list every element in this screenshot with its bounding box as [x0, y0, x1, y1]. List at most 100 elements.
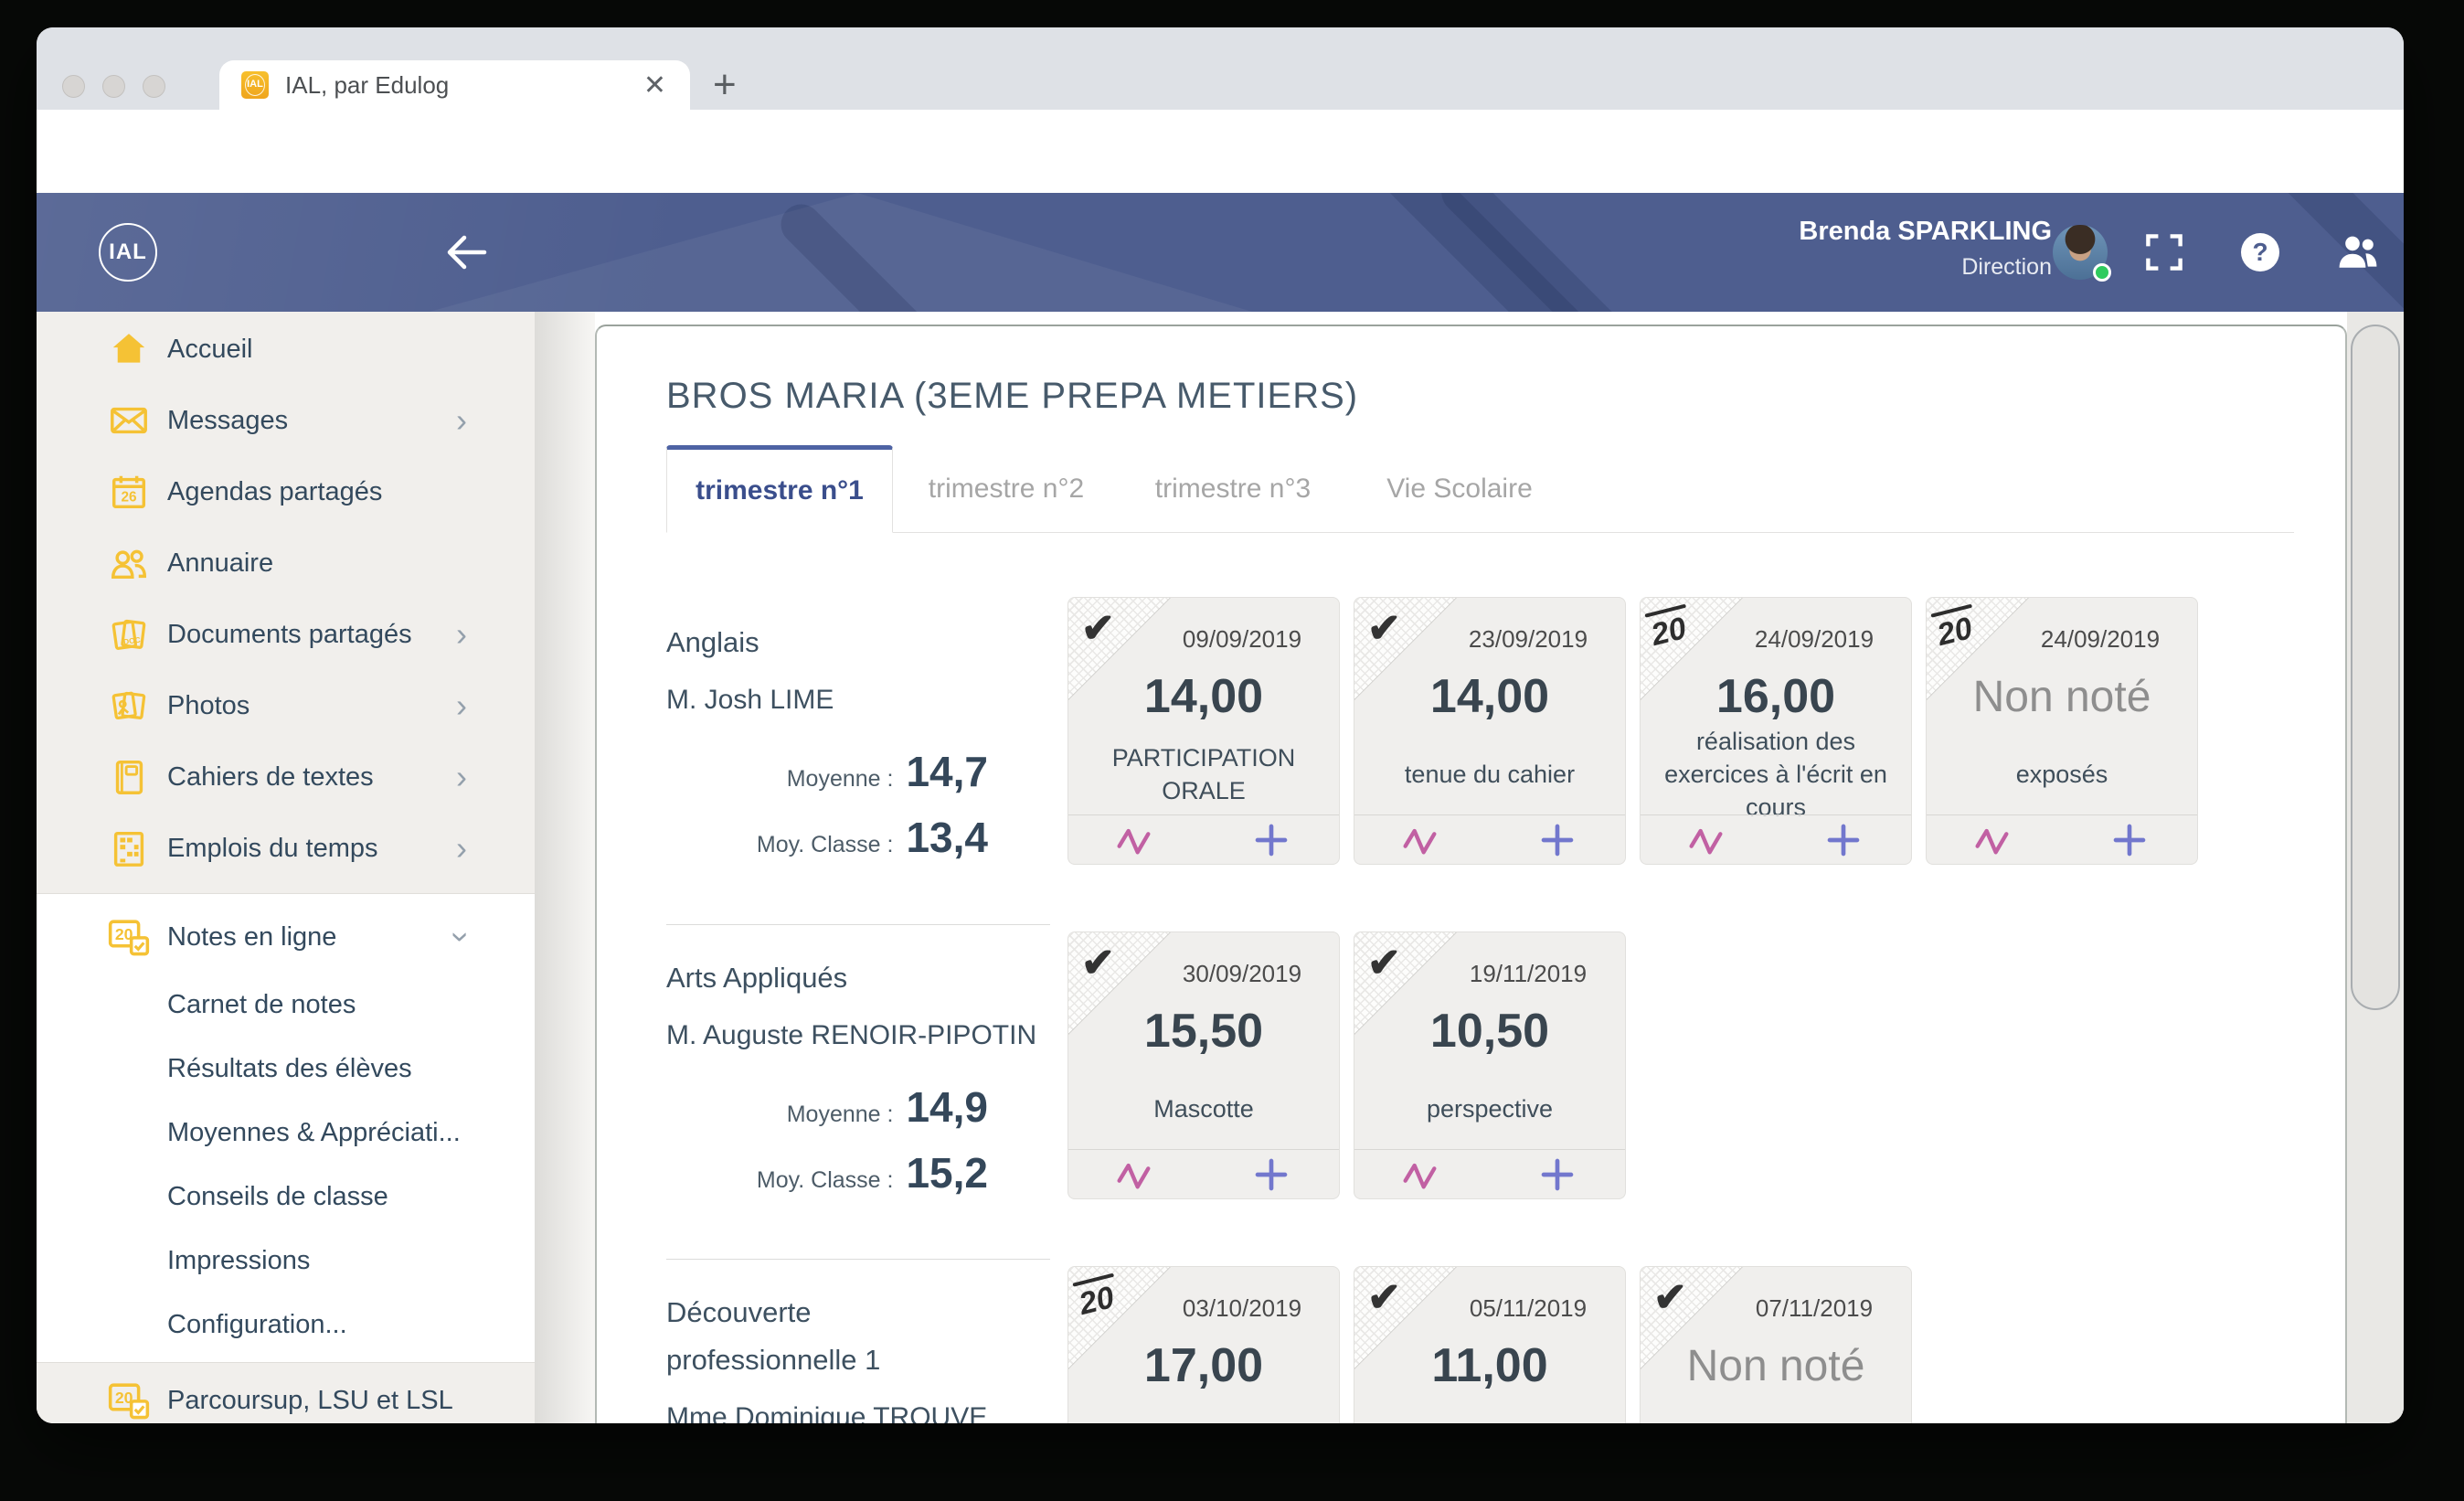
moyenne-label: Moyenne : — [786, 1102, 894, 1127]
subject-sections: Anglais M. Josh LIME Moyenne : 14,7 Moy.… — [666, 590, 2345, 1423]
grade-card: ✔ 09/09/2019 14,00 PARTICIPATION ORALE — [1067, 597, 1340, 865]
sidebar-item-label: Configuration... — [167, 1309, 347, 1339]
sidebar-item-label: Résultats des élèves — [167, 1053, 412, 1083]
sidebar-item-accueil[interactable]: Accueil — [37, 314, 535, 385]
user-role: Direction — [1961, 254, 2052, 280]
help-icon[interactable]: ? — [2241, 233, 2279, 271]
page-title: BROS MARIA (3EME PREPA METIERS) — [666, 376, 1359, 416]
chevron-right-icon: › — [456, 687, 467, 724]
tab-close-icon[interactable]: ✕ — [643, 69, 666, 101]
sidebar-item-agendas-partages[interactable]: 26 Agendas partagés — [37, 456, 535, 527]
sidebar-item-emplois-du-temps[interactable]: Emplois du temps › — [37, 813, 535, 884]
graded-check-icon: ✔ — [1081, 606, 1115, 651]
grade-value: 16,00 — [1715, 670, 1836, 723]
sidebar-item-messages[interactable]: Messages › — [37, 385, 535, 456]
add-grade-icon[interactable] — [1539, 1156, 1576, 1193]
back-navigation-icon[interactable] — [442, 232, 490, 272]
sidebar-item-parcoursup-lsu-et-lsl[interactable]: 20 Parcoursup, LSU et LSL — [37, 1365, 535, 1423]
out-of-20-icon: 20 — [1075, 1280, 1118, 1323]
sidebar-item-moyennes-appreciati[interactable]: Moyennes & Appréciati... — [37, 1101, 535, 1165]
grade-evolution-icon[interactable] — [1401, 1156, 1443, 1193]
fullscreen-icon[interactable] — [2144, 232, 2184, 272]
grade-card: ✔ 23/09/2019 14,00 tenue du cahier — [1354, 597, 1626, 865]
sidebar-item-label: Moyennes & Appréciati... — [167, 1117, 461, 1147]
subject-teacher: Mme Dominique TROUVE — [666, 1402, 988, 1423]
chevron-right-icon: › — [456, 829, 467, 867]
sidebar-item-resultats-des-eleves[interactable]: Résultats des élèves — [37, 1037, 535, 1101]
tab-trimestre-n-1[interactable]: trimestre n°1 — [666, 445, 893, 533]
tab-vie-scolaire[interactable]: Vie Scolaire — [1346, 445, 1573, 533]
subject-name: Anglais — [666, 626, 759, 658]
window-minimize-button[interactable] — [102, 75, 125, 98]
sidebar-item-label: Carnet de notes — [167, 989, 356, 1019]
grade-label: réalisation des exercices à l'écrit en c… — [1664, 728, 1887, 821]
grade-label: FICHE METIER — [1081, 1404, 1326, 1423]
sidebar-item-cahiers-de-textes[interactable]: Cahiers de textes › — [37, 741, 535, 813]
window-zoom-button[interactable] — [143, 75, 165, 98]
add-grade-icon[interactable] — [1253, 822, 1290, 858]
grade-evolution-icon[interactable] — [1401, 822, 1443, 858]
sidebar-item-notes-en-ligne[interactable]: 20 Notes en ligne › — [37, 901, 535, 973]
add-grade-icon[interactable] — [1253, 1156, 1290, 1193]
user-avatar[interactable] — [2053, 225, 2111, 282]
photos-icon — [108, 685, 150, 727]
sidebar-item-configuration[interactable]: Configuration... — [37, 1293, 535, 1357]
add-grade-icon[interactable] — [1539, 822, 1576, 858]
directory-people-icon[interactable] — [2336, 230, 2380, 274]
grade-card: 20 24/09/2019 16,00 réalisation des exer… — [1640, 597, 1912, 865]
sidebar-item-photos[interactable]: Photos › — [37, 670, 535, 741]
documents-icon: DOC — [108, 613, 150, 655]
grade-evolution-icon[interactable] — [1973, 822, 2015, 858]
grade-card: ✔ 30/09/2019 15,50 Mascotte — [1067, 931, 1340, 1199]
browser-toolbar: Non sécurisé ialgit.loc/note_students.ph… — [37, 110, 2404, 263]
scrollbar-thumb[interactable] — [2351, 325, 2400, 1010]
add-grade-icon[interactable] — [2111, 822, 2148, 858]
sidebar-item-label: Impressions — [167, 1245, 311, 1275]
sidebar-item-label: Messages — [167, 405, 289, 435]
window-close-button[interactable] — [62, 75, 85, 98]
people-icon — [108, 542, 150, 584]
subject-name: Arts Appliqués — [666, 962, 848, 994]
grade-evolution-icon[interactable] — [1687, 822, 1729, 858]
out-of-20-icon: 20 — [1933, 611, 1976, 654]
grade-label: PARTICIPATION ORALE — [1111, 744, 1296, 804]
sidebar-item-label: Parcoursup, LSU et LSL — [167, 1385, 453, 1415]
subject-section-arts-appliques: Arts Appliqués M. Auguste RENOIR-PIPOTIN… — [666, 924, 2345, 1259]
sidebar: Accueil Messages › 26 Agendas partagés A… — [37, 312, 535, 1423]
sidebar-item-documents-partages[interactable]: DOC Documents partagés › — [37, 599, 535, 670]
tab-label: trimestre n°3 — [1154, 474, 1312, 504]
grade-date: 19/11/2019 — [1469, 960, 1588, 987]
grade-value: 14,00 — [1429, 670, 1550, 723]
chevron-down-icon: › — [443, 931, 481, 942]
grade-value: 17,00 — [1143, 1339, 1264, 1392]
sidebar-item-label: Conseils de classe — [167, 1181, 388, 1211]
ial-logo[interactable]: IAL — [99, 223, 157, 282]
grade-evolution-icon[interactable] — [1115, 822, 1157, 858]
tab-label: trimestre n°1 — [696, 475, 864, 506]
moy-classe-label: Moy. Classe : — [756, 832, 894, 857]
online-status-badge — [2093, 263, 2111, 282]
subject-teacher: M. Auguste RENOIR-PIPOTIN — [666, 1020, 1037, 1050]
add-grade-icon[interactable] — [1825, 822, 1862, 858]
grade20-icon: 20 — [108, 1379, 150, 1421]
chevron-right-icon: › — [456, 615, 467, 653]
tab-trimestre-n-2[interactable]: trimestre n°2 — [893, 445, 1120, 533]
subject-section-anglais: Anglais M. Josh LIME Moyenne : 14,7 Moy.… — [666, 590, 2345, 924]
tab-trimestre-n-3[interactable]: trimestre n°3 — [1120, 445, 1346, 533]
sidebar-item-impressions[interactable]: Impressions — [37, 1229, 535, 1293]
moy-classe-label: Moy. Classe : — [756, 1167, 894, 1193]
tab-strip: IAL IAL, par Edulog ✕ + — [37, 27, 2404, 110]
new-tab-button[interactable]: + — [713, 62, 737, 107]
sidebar-item-annuaire[interactable]: Annuaire — [37, 527, 535, 599]
grade-evolution-icon[interactable] — [1115, 1156, 1157, 1193]
grade-card: 20 03/10/2019 17,00 FICHE METIER — [1067, 1266, 1340, 1423]
home-icon — [108, 328, 150, 370]
scrollbar-track[interactable] — [2347, 312, 2404, 1423]
browser-window: IAL IAL, par Edulog ✕ + Non sécurisé ial… — [37, 27, 2404, 1423]
sidebar-item-conseils-de-classe[interactable]: Conseils de classe — [37, 1165, 535, 1229]
grade-card: 20 24/09/2019 Non noté exposés — [1926, 597, 2198, 865]
user-name: Brenda SPARKLING — [1799, 217, 2052, 246]
browser-tab[interactable]: IAL IAL, par Edulog ✕ — [219, 60, 690, 110]
sidebar-gap — [535, 312, 595, 1423]
sidebar-item-carnet-de-notes[interactable]: Carnet de notes — [37, 973, 535, 1037]
